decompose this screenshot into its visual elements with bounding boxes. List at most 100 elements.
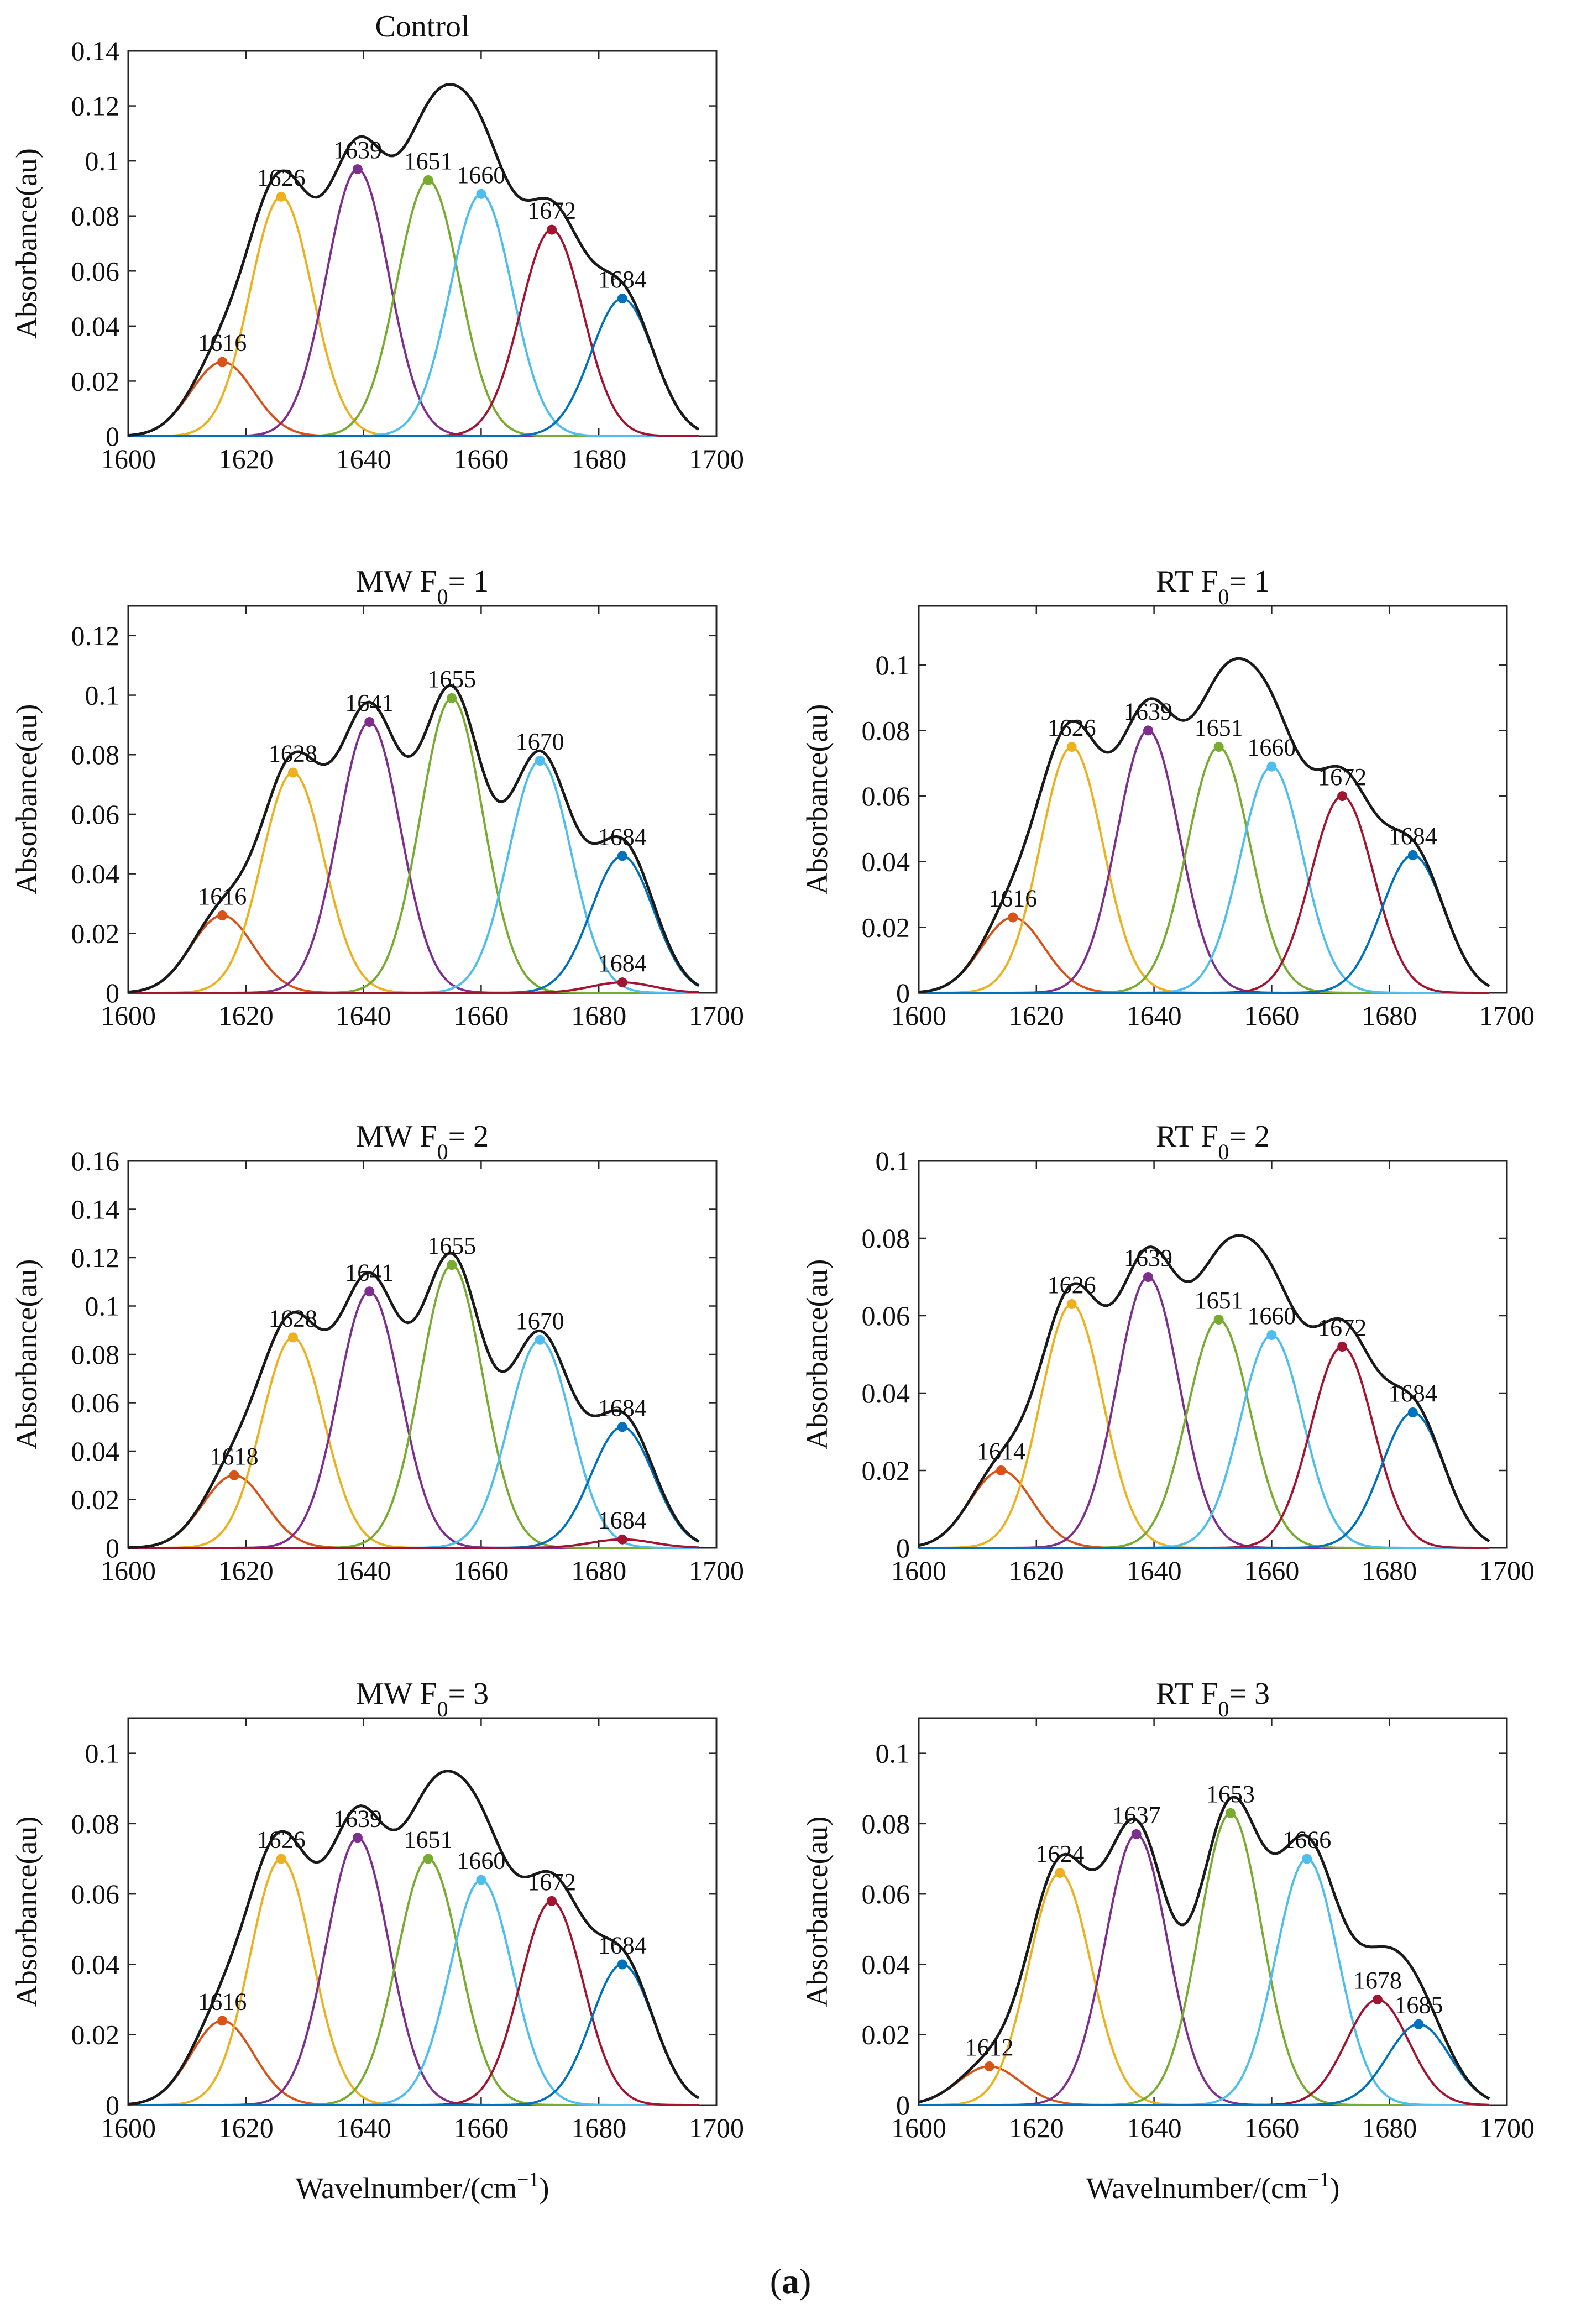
peak-label: 1672 — [1318, 1314, 1367, 1341]
chart-title-subscript: 0 — [437, 1697, 448, 1721]
peak-label: 1641 — [345, 689, 394, 716]
peak-label: 1626 — [1048, 1271, 1096, 1299]
y-tick-label: 0.1 — [85, 1291, 120, 1322]
peak-marker-1685 — [1414, 2019, 1424, 2029]
chart-panel-0: Control 1600 1620 1640 1660 1680 1700 0 0.02 0.04… — [10, 9, 744, 474]
peak-label: 1626 — [257, 164, 306, 191]
peak-label: 1684 — [598, 1932, 647, 1959]
peak-label: 1614 — [977, 1438, 1025, 1465]
peak-marker-1660 — [1266, 1330, 1277, 1340]
peak-marker-1624 — [1055, 1868, 1065, 1878]
peak-label: 1684 — [1389, 823, 1437, 850]
peak-label: 1628 — [269, 1305, 317, 1332]
y-tick-label: 0.06 — [862, 781, 910, 812]
y-tick-label: 0.04 — [862, 1949, 910, 1980]
peak-marker-1637 — [1131, 1829, 1142, 1839]
y-tick-label: 0.1 — [85, 1738, 120, 1769]
peak-marker-1670 — [535, 1334, 545, 1345]
peak-label: 1666 — [1282, 1826, 1331, 1854]
peak-label: 1684 — [598, 266, 647, 293]
x-tick-label: 1620 — [218, 1555, 274, 1586]
caption-close: ) — [799, 2262, 811, 2301]
peak-marker-1626 — [276, 1854, 286, 1864]
peak-label: 1637 — [1112, 1802, 1161, 1829]
peak-marker-1628 — [287, 1332, 298, 1343]
y-tick-label: 0.1 — [85, 145, 120, 176]
peak-label: 1639 — [333, 137, 382, 164]
peak-label: 1618 — [210, 1443, 259, 1470]
y-tick-label: 0.06 — [71, 255, 120, 286]
x-tick-label: 1600 — [101, 1555, 156, 1586]
x-tick-label: 1620 — [218, 2112, 274, 2143]
x-tick-label: 1700 — [689, 1555, 744, 1586]
peak-label: 1612 — [965, 2034, 1014, 2061]
peak-marker-1655 — [447, 1260, 457, 1270]
x-tick-label: 1680 — [1362, 1000, 1417, 1031]
x-tick-label: 1600 — [891, 1555, 946, 1586]
y-tick-label: 0.02 — [71, 2019, 120, 2050]
peak-marker-1684 — [617, 1959, 627, 1970]
chart-title-rest: = 2 — [1229, 1119, 1270, 1154]
y-tick-label: 0.08 — [71, 739, 120, 770]
x-tick-label: 1640 — [1127, 2112, 1182, 2143]
peak-marker-1641 — [364, 1286, 375, 1297]
peak-label: 1684 — [598, 1394, 647, 1421]
peak-marker-1660 — [1266, 761, 1277, 772]
y-tick-label: 0.12 — [71, 620, 120, 651]
chart-title: MW F0= 1 — [356, 564, 489, 609]
y-tick-label: 0.12 — [71, 91, 120, 122]
peak-label: 1684 — [1389, 1380, 1437, 1407]
caption-letter: a — [782, 2262, 799, 2301]
x-axis-label: Wavelnumber/(cm−1) — [296, 2168, 549, 2205]
y-tick-label: 0.08 — [862, 1223, 910, 1254]
x-tick-label: 1620 — [1009, 1555, 1064, 1586]
peak-label: 1660 — [1247, 1302, 1296, 1330]
peak-curve-1684 — [128, 1963, 700, 2106]
peak-marker-1660 — [476, 1875, 486, 1885]
x-tick-label: 1620 — [218, 443, 274, 474]
peak-label: 1685 — [1394, 1992, 1443, 2019]
peak-label: 1651 — [1195, 1287, 1243, 1314]
y-tick-label: 0.02 — [71, 1484, 120, 1515]
y-tick-label: 0.1 — [876, 650, 910, 681]
peak-marker-1653 — [1225, 1808, 1236, 1818]
peak-marker-1672 — [1337, 1342, 1348, 1352]
y-axis-label: Absorbance(au) — [10, 704, 43, 895]
chart-title-rest: = 3 — [448, 1677, 489, 1711]
chart-title-rest: = 1 — [1229, 564, 1270, 599]
peak-marker-1626 — [1066, 742, 1077, 752]
x-tick-label: 1660 — [1244, 2112, 1299, 2143]
peak-label: 1626 — [1048, 714, 1096, 741]
y-tick-label: 0.06 — [862, 1878, 910, 1909]
figure-caption: (a) — [770, 2262, 812, 2301]
peak-marker-1670 — [535, 756, 545, 766]
peak-marker-1651 — [423, 175, 433, 185]
chart-title: Control — [375, 9, 469, 44]
x-tick-label: 1680 — [571, 2112, 626, 2143]
x-tick-label: 1600 — [101, 1000, 156, 1031]
peak-label: 1651 — [404, 148, 453, 175]
x-tick-label: 1700 — [1479, 1555, 1535, 1586]
peak-marker-1616 — [217, 2016, 228, 2026]
envelope-curve — [128, 1252, 700, 1550]
x-axis-label-main: Wavelnumber/(cm — [1086, 2171, 1308, 2205]
x-axis-label-sup: −1 — [1307, 2168, 1329, 2191]
peak-label: 1639 — [333, 1805, 382, 1832]
peak-marker-1616 — [217, 357, 228, 367]
peak-marker-1678 — [1372, 1995, 1383, 2005]
peak-label: 1655 — [427, 666, 476, 693]
y-axis-label: Absorbance(au) — [10, 148, 43, 339]
plot-frame — [918, 605, 1508, 994]
x-tick-label: 1660 — [453, 443, 509, 474]
x-axis-label-sup: −1 — [517, 2168, 539, 2191]
peak-marker-1684 — [617, 1422, 627, 1432]
y-tick-label: 0.02 — [71, 918, 120, 949]
chart-title-main: MW F — [356, 1119, 437, 1154]
x-tick-label: 1640 — [336, 1555, 391, 1586]
peak-curve-1684 — [919, 854, 1490, 994]
